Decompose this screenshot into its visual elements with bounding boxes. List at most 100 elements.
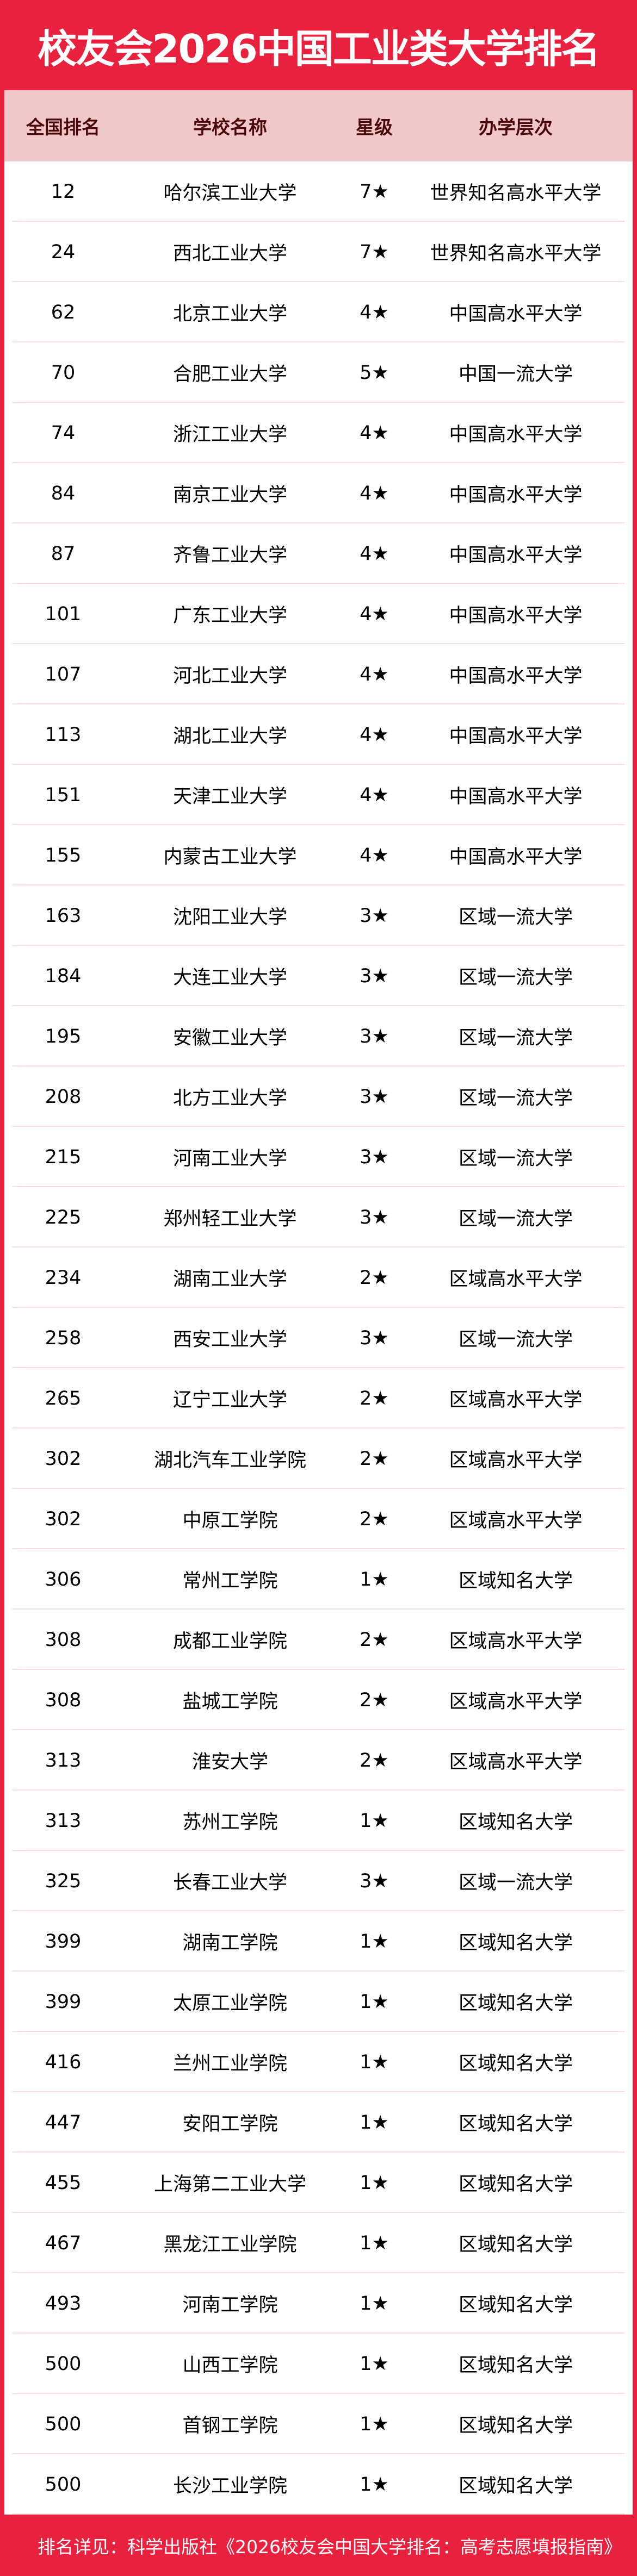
level-cell: 中国高水平大学 [449,665,583,687]
star-rating-cell: 3★ [360,1086,389,1108]
school-name-cell: 成都工业学院 [172,1631,287,1652]
table-row: 399 湖南工学院 1★ 区域知名大学 [4,1911,633,1972]
table-row: 399 太原工业学院 1★ 区域知名大学 [4,1972,633,2032]
star-rating-cell: 5★ [360,361,389,384]
table-row: 184 大连工业大学 3★ 区域一流大学 [4,946,633,1006]
star-rating-cell: 3★ [360,1206,389,1228]
school-name-cell: 郑州轻工业大学 [163,1208,297,1230]
rank-cell: 84 [51,482,76,504]
star-rating-cell: 1★ [360,2473,389,2496]
school-name-cell: 长春工业大学 [172,1872,287,1894]
star-rating-cell: 1★ [360,2111,389,2134]
rank-cell: 399 [45,1991,82,2013]
level-cell: 中国高水平大学 [449,424,583,446]
star-rating-cell: 1★ [360,1810,389,1832]
star-rating-cell: 4★ [360,603,389,625]
level-cell: 区域知名大学 [458,1932,573,1954]
table-row: 155 内蒙古工业大学 4★ 中国高水平大学 [4,825,633,885]
rank-cell: 500 [45,2353,82,2375]
rank-cell: 101 [45,603,82,625]
school-name-cell: 湖北汽车工业学院 [153,1450,306,1471]
level-cell: 区域一流大学 [458,1088,573,1109]
level-cell: 世界知名高水平大学 [430,243,602,265]
level-cell: 区域一流大学 [458,1872,573,1894]
rank-cell: 24 [51,241,76,263]
rank-cell: 302 [45,1448,82,1470]
school-name-cell: 北方工业大学 [172,1088,287,1109]
header-rank: 全国排名 [26,117,100,139]
school-name-cell: 齐鲁工业大学 [172,545,287,566]
school-name-cell: 河南工业大学 [172,1148,287,1170]
level-cell: 中国高水平大学 [449,726,583,747]
table-row: 306 常州工学院 1★ 区域知名大学 [4,1549,633,1610]
level-cell: 世界知名高水平大学 [430,183,602,204]
rank-cell: 74 [51,422,76,444]
header-school: 学校名称 [193,117,267,139]
rank-cell: 113 [45,723,82,746]
level-cell: 区域知名大学 [458,2475,573,2497]
school-name-cell: 上海第二工业大学 [153,2174,306,2195]
school-name-cell: 山西工学院 [182,2355,278,2377]
table-row: 258 西安工业大学 3★ 区域一流大学 [4,1308,633,1368]
table-row: 500 山西工学院 1★ 区域知名大学 [4,2334,633,2394]
rank-cell: 225 [45,1206,82,1228]
school-name-cell: 淮安大学 [191,1751,268,1773]
level-cell: 区域知名大学 [458,2174,573,2195]
level-cell: 区域一流大学 [458,1027,573,1049]
level-cell: 区域一流大学 [458,967,573,989]
table-row: 87 齐鲁工业大学 4★ 中国高水平大学 [4,523,633,584]
table-row: 163 沈阳工业大学 3★ 区域一流大学 [4,885,633,946]
school-name-cell: 天津工业大学 [172,786,287,808]
star-rating-cell: 7★ [360,180,389,203]
star-rating-cell: 3★ [360,1025,389,1047]
star-rating-cell: 4★ [360,844,389,866]
footer-note: 排名详见：科学出版社《2026校友会中国大学排名：高考志愿填报指南》 [38,2536,622,2558]
school-name-cell: 太原工业学院 [172,1993,287,2014]
level-cell: 区域知名大学 [458,2355,573,2377]
table-row: 467 黑龙江工业学院 1★ 区域知名大学 [4,2213,633,2273]
star-rating-cell: 1★ [360,2413,389,2435]
level-cell: 区域知名大学 [458,2415,573,2437]
level-cell: 区域高水平大学 [449,1631,583,1652]
level-cell: 区域知名大学 [458,2053,573,2075]
star-rating-cell: 1★ [360,2353,389,2375]
star-rating-cell: 2★ [360,1508,389,1530]
header-level: 办学层次 [479,117,553,139]
rank-cell: 313 [45,1810,82,1832]
star-rating-cell: 3★ [360,905,389,927]
header-stars: 星级 [356,117,393,139]
school-name-cell: 南京工业大学 [172,484,287,506]
table-row: 302 中原工学院 2★ 区域高水平大学 [4,1489,633,1549]
table-row: 84 南京工业大学 4★ 中国高水平大学 [4,463,633,523]
school-name-cell: 大连工业大学 [172,967,287,989]
star-rating-cell: 4★ [360,482,389,504]
rank-cell: 234 [45,1267,82,1289]
star-rating-cell: 4★ [360,723,389,746]
rank-cell: 399 [45,1930,82,1953]
table-row: 225 郑州轻工业大学 3★ 区域一流大学 [4,1187,633,1248]
school-name-cell: 常州工学院 [182,1570,278,1592]
school-name-cell: 首钢工学院 [182,2415,278,2437]
star-rating-cell: 2★ [360,1629,389,1651]
star-rating-cell: 1★ [360,2232,389,2254]
school-name-cell: 内蒙古工业大学 [163,846,297,868]
school-name-cell: 安阳工学院 [182,2113,278,2135]
star-rating-cell: 3★ [360,965,389,987]
table-header: 全国排名 学校名称 星级 办学层次 [4,90,633,161]
level-cell: 区域知名大学 [458,1993,573,2014]
table-row: 101 广东工业大学 4★ 中国高水平大学 [4,584,633,644]
table-row: 62 北京工业大学 4★ 中国高水平大学 [4,282,633,342]
level-cell: 中国高水平大学 [449,484,583,506]
school-name-cell: 湖北工业大学 [172,726,287,747]
level-cell: 中国一流大学 [458,364,573,385]
table-row: 302 湖北汽车工业学院 2★ 区域高水平大学 [4,1429,633,1489]
rank-cell: 265 [45,1387,82,1409]
rank-cell: 313 [45,1749,82,1772]
rank-cell: 467 [45,2232,82,2254]
rank-cell: 195 [45,1025,82,1047]
table-row: 24 西北工业大学 7★ 世界知名高水平大学 [4,222,633,282]
rank-cell: 306 [45,1568,82,1590]
level-cell: 区域知名大学 [458,2234,573,2256]
level-cell: 区域一流大学 [458,907,573,928]
school-name-cell: 沈阳工业大学 [172,907,287,928]
